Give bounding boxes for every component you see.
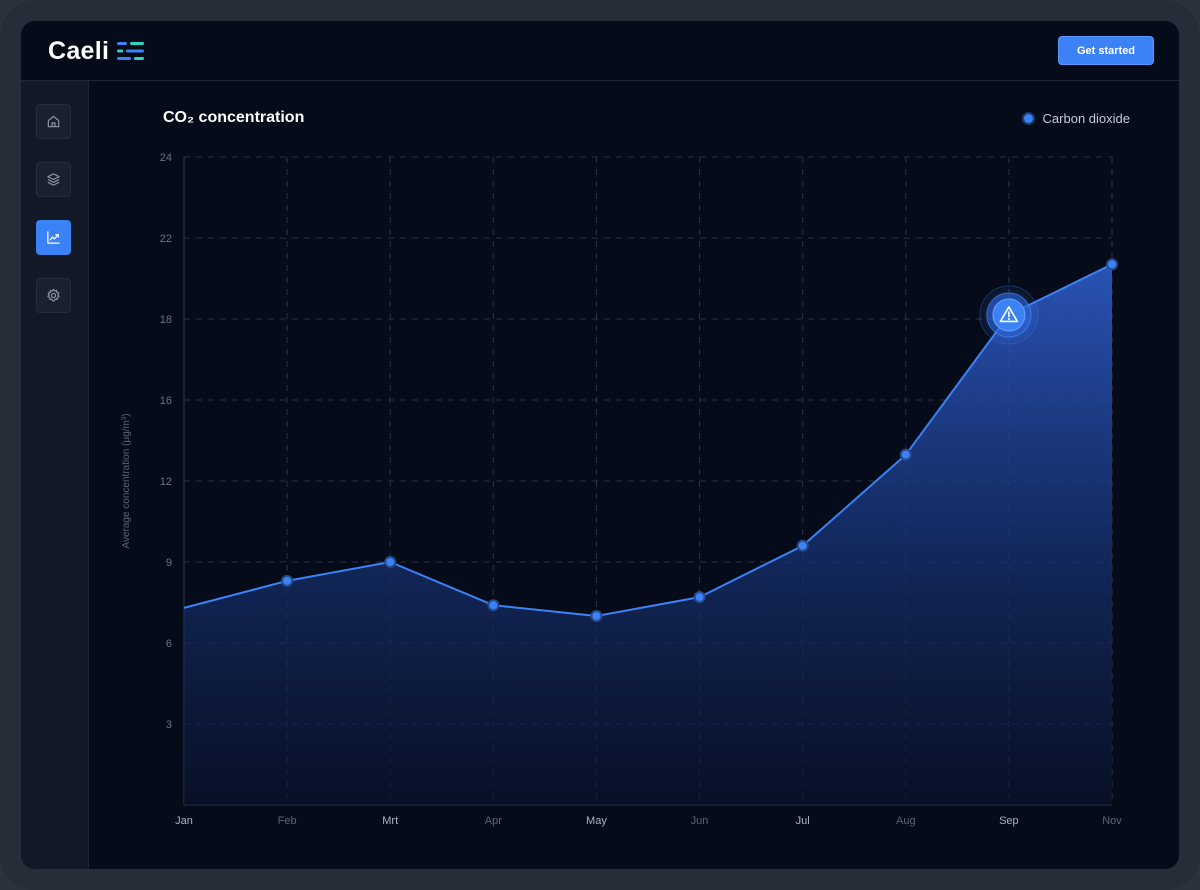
data-point <box>693 591 706 604</box>
data-point <box>796 539 809 552</box>
x-tick-label: May <box>586 815 607 827</box>
data-point <box>384 556 397 568</box>
legend-marker <box>1021 112 1035 125</box>
top-bar: Caeli Get started <box>21 21 1179 81</box>
data-point <box>281 574 294 587</box>
sidebar-item-home[interactable] <box>36 104 71 139</box>
legend-label: Carbon dioxide <box>1042 111 1130 126</box>
chart-legend: Carbon dioxide <box>1021 111 1130 126</box>
y-axis-label: Average concentration (µg/m³) <box>121 413 132 548</box>
brand-name: Caeli <box>48 36 110 65</box>
data-point <box>590 610 603 622</box>
x-tick-label: Jul <box>796 815 810 827</box>
y-tick-label: 3 <box>166 719 172 731</box>
x-tick-label: Jan <box>175 815 193 827</box>
sidebar-item-settings[interactable] <box>36 278 71 313</box>
x-tick-label: Apr <box>485 815 502 827</box>
y-tick-label: 9 <box>166 557 172 569</box>
x-tick-label: Feb <box>278 815 297 827</box>
data-point <box>899 448 912 461</box>
app-screen: Caeli Get started <box>21 21 1179 869</box>
brand-mark-icon <box>117 42 145 60</box>
y-tick-label: 22 <box>160 233 172 245</box>
data-point <box>1106 258 1118 271</box>
y-tick-label: 18 <box>160 314 172 326</box>
y-tick-label: 16 <box>160 395 172 407</box>
y-tick-label: 12 <box>160 476 172 488</box>
sidebar-item-layers[interactable] <box>36 162 71 197</box>
y-tick-label: 6 <box>166 638 172 650</box>
x-tick-label: Mrt <box>382 815 398 827</box>
chart-panel: CO₂ concentration Carbon dioxide 3 6 9 12 16… <box>89 81 1179 869</box>
gear-icon <box>47 288 60 302</box>
layers-icon <box>47 173 60 186</box>
brand-logo[interactable]: Caeli <box>48 35 145 67</box>
sidebar-item-analytics[interactable] <box>36 220 71 255</box>
y-tick-label: 24 <box>160 152 172 164</box>
series-area <box>184 264 1112 805</box>
x-tick-label: Aug <box>896 815 916 827</box>
chart-line-icon <box>47 231 60 244</box>
co2-area-chart: 3 6 9 12 16 18 22 24 Jan Feb Mrt Apr May Jun Jul Aug Sep… <box>121 152 1122 827</box>
warning-icon <box>999 306 1019 323</box>
chart-title: CO₂ concentration <box>163 109 305 126</box>
x-tick-label: Jun <box>691 815 709 827</box>
sidebar <box>21 81 89 869</box>
x-tick-label: Sep <box>999 815 1019 827</box>
series-line <box>183 263 1113 617</box>
data-point <box>487 599 500 612</box>
x-tick-label: Nov <box>1102 815 1122 827</box>
home-icon <box>47 115 60 128</box>
get-started-button[interactable]: Get started <box>1058 36 1154 65</box>
